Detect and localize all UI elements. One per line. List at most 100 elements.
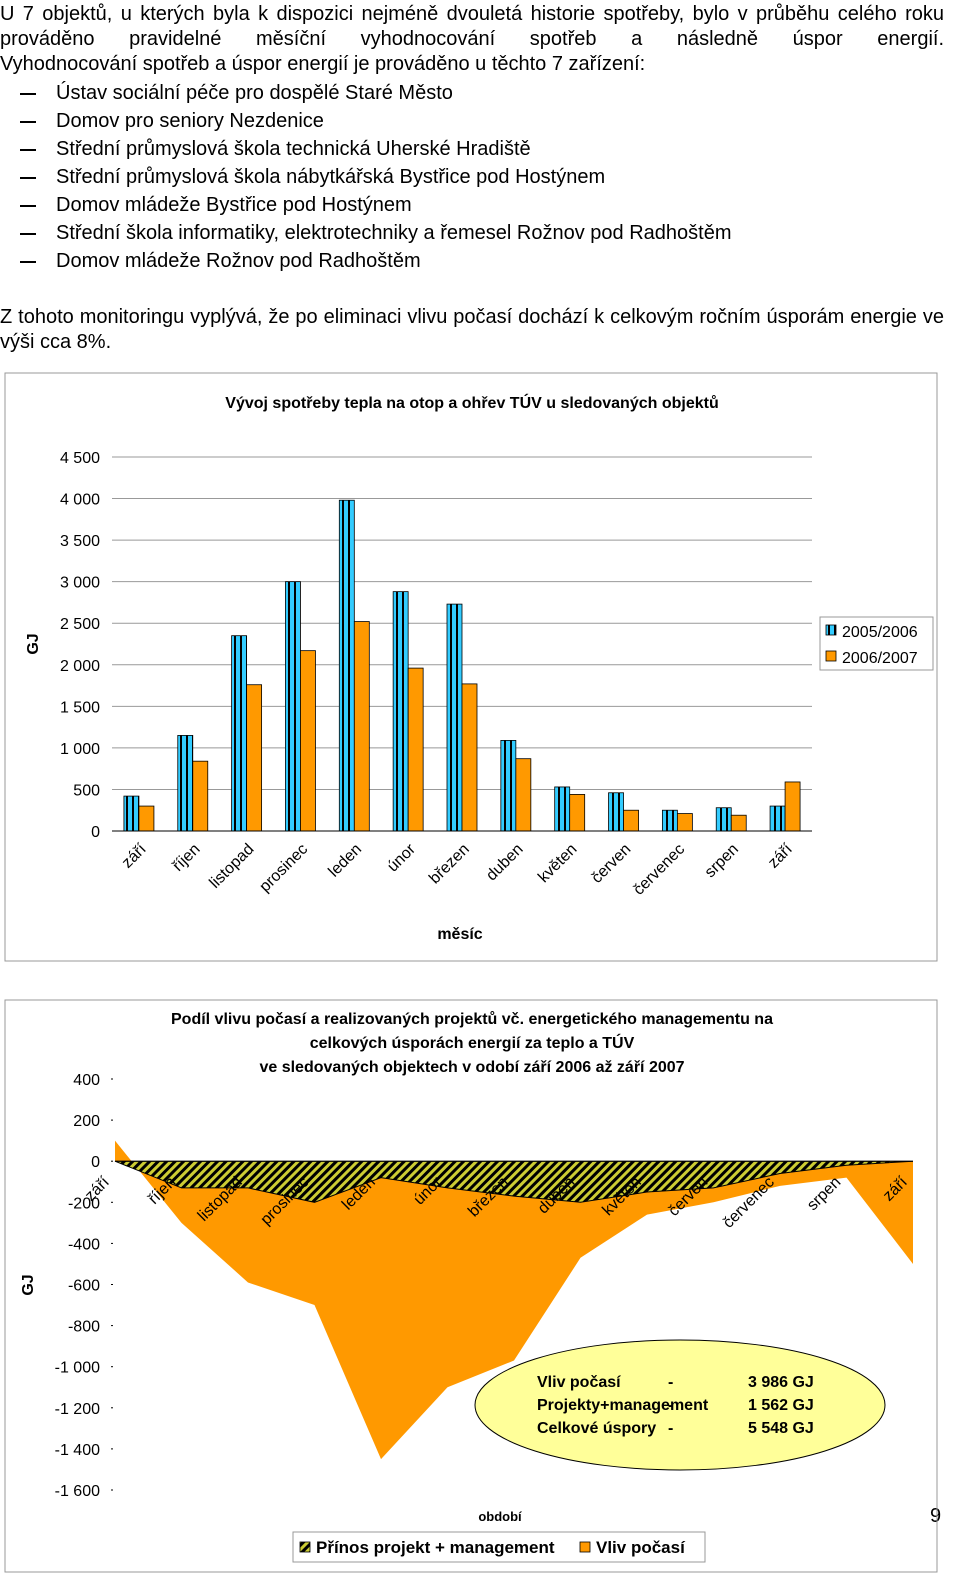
annotation: Vliv počasí bbox=[537, 1374, 621, 1391]
annotation: 3 986 GJ bbox=[748, 1374, 814, 1391]
y-tick-label: 2 000 bbox=[60, 658, 100, 675]
chart-frame bbox=[4, 999, 938, 1573]
bar bbox=[285, 581, 301, 832]
bar bbox=[715, 807, 732, 832]
x-tick-label: říjen bbox=[170, 841, 204, 875]
bar bbox=[446, 603, 463, 832]
x-tick-label: květen bbox=[535, 841, 580, 886]
y-tick-label: 2 500 bbox=[60, 616, 100, 633]
paragraph: U 7 objektů, u kterých byla k dispozici … bbox=[0, 3, 944, 50]
chart-title: Vývoj spotřeby tepla na otop a ohřev TÚV… bbox=[225, 393, 718, 412]
list-item: Domov mládeže Bystřice pod Hostýnem bbox=[56, 194, 412, 216]
y-tick-label: 0 bbox=[91, 1154, 100, 1171]
legend-swatch bbox=[825, 624, 837, 636]
annotation: - bbox=[668, 1420, 673, 1437]
bar bbox=[608, 792, 624, 832]
chart-title: celkových úsporách energií za teplo a TÚ… bbox=[310, 1033, 635, 1052]
x-tick-label: prosinec bbox=[257, 841, 312, 896]
bar bbox=[177, 735, 194, 832]
bar bbox=[569, 794, 586, 832]
x-tick-label: duben bbox=[483, 841, 526, 884]
y-tick-label: -400 bbox=[68, 1236, 100, 1253]
bar bbox=[554, 786, 571, 832]
x-axis-label: měsíc bbox=[437, 926, 482, 943]
page-number: 9 bbox=[930, 1505, 942, 1527]
y-tick-label: -200 bbox=[68, 1195, 100, 1212]
legend-label: Přínos projekt + management bbox=[316, 1538, 555, 1557]
list-item: Ústav sociální péče pro dospělé Staré Mě… bbox=[56, 82, 453, 104]
list-item: Střední průmyslová škola nábytkářská Bys… bbox=[56, 166, 606, 188]
x-tick-label: únor bbox=[384, 840, 419, 875]
legend-label: 2006/2007 bbox=[842, 650, 918, 667]
x-tick-label: srpen bbox=[702, 841, 742, 881]
y-tick-label: -800 bbox=[68, 1319, 100, 1336]
y-tick-label: -1 400 bbox=[55, 1442, 100, 1459]
x-tick-label: listopad bbox=[206, 841, 257, 892]
x-tick-label: březen bbox=[426, 841, 473, 888]
list-item: Střední škola informatiky, elektrotechni… bbox=[56, 222, 732, 244]
legend-label: 2005/2006 bbox=[842, 624, 918, 641]
list-bullet bbox=[20, 93, 36, 95]
y-tick-label: 500 bbox=[73, 782, 100, 799]
x-tick-label: červen bbox=[588, 841, 634, 887]
bar bbox=[769, 805, 786, 832]
chart-frame bbox=[4, 372, 938, 962]
x-tick-label: červenec bbox=[630, 841, 688, 899]
y-tick-label: -1 200 bbox=[55, 1401, 100, 1418]
y-tick-label: 1 500 bbox=[60, 699, 100, 716]
y-tick-label: 400 bbox=[73, 1072, 100, 1089]
bar bbox=[730, 814, 747, 832]
y-tick-label: 4 000 bbox=[60, 492, 100, 509]
bar bbox=[246, 684, 263, 832]
list-bullet bbox=[20, 177, 36, 179]
list-item: Domov pro seniory Nezdenice bbox=[56, 110, 324, 132]
paragraph: Z tohoto monitoringu vyplývá, že po elim… bbox=[0, 306, 944, 353]
bar bbox=[623, 809, 639, 832]
paragraph: Vyhodnocování spotřeb a úspor energií je… bbox=[0, 53, 646, 75]
y-tick-label: 4 500 bbox=[60, 450, 100, 467]
chart: Vývoj spotřeby tepla na otop a ohřev TÚV… bbox=[4, 372, 938, 962]
x-tick-label: září bbox=[765, 840, 796, 871]
annotation-box bbox=[474, 1339, 886, 1471]
bar bbox=[123, 795, 140, 832]
legend-swatch bbox=[825, 650, 837, 662]
bar bbox=[138, 805, 155, 832]
annotation: 1 562 GJ bbox=[748, 1397, 814, 1414]
y-tick-label: 1 000 bbox=[60, 741, 100, 758]
annotation: Celkové úspory bbox=[537, 1420, 656, 1437]
bar bbox=[407, 667, 424, 832]
bar bbox=[353, 621, 370, 832]
bar bbox=[392, 591, 409, 832]
x-axis-label: období bbox=[478, 1509, 522, 1524]
bar bbox=[676, 813, 693, 832]
legend-swatch bbox=[299, 1541, 311, 1553]
legend bbox=[819, 616, 934, 671]
y-tick-label: -1 000 bbox=[55, 1360, 100, 1377]
bar bbox=[338, 499, 355, 832]
list-bullet bbox=[20, 233, 36, 235]
x-tick-label: září bbox=[119, 840, 150, 871]
y-axis-label: GJ bbox=[20, 1274, 37, 1295]
legend-swatch bbox=[579, 1541, 591, 1553]
bar bbox=[515, 758, 532, 832]
bar bbox=[461, 683, 478, 832]
list-bullet bbox=[20, 121, 36, 123]
list-item: Domov mládeže Rožnov pod Radhoštěm bbox=[56, 250, 421, 272]
y-tick-label: 200 bbox=[73, 1113, 100, 1130]
bar bbox=[784, 781, 801, 832]
bar bbox=[231, 635, 248, 832]
y-tick-label: -1 600 bbox=[55, 1483, 100, 1500]
chart-title: Podíl vlivu počasí a realizovaných proje… bbox=[171, 1011, 773, 1028]
legend bbox=[292, 1531, 706, 1563]
legend-label: Vliv počasí bbox=[596, 1538, 686, 1557]
y-axis-label: GJ bbox=[25, 633, 42, 654]
y-tick-label: 0 bbox=[91, 824, 100, 841]
bar bbox=[661, 809, 678, 832]
list-item: Střední průmyslová škola technická Uhers… bbox=[56, 138, 531, 160]
annotation: - bbox=[668, 1397, 673, 1414]
bar bbox=[300, 650, 316, 832]
x-tick-label: leden bbox=[325, 841, 365, 881]
area bbox=[115, 1140, 913, 1460]
area bbox=[114, 1160, 914, 1203]
